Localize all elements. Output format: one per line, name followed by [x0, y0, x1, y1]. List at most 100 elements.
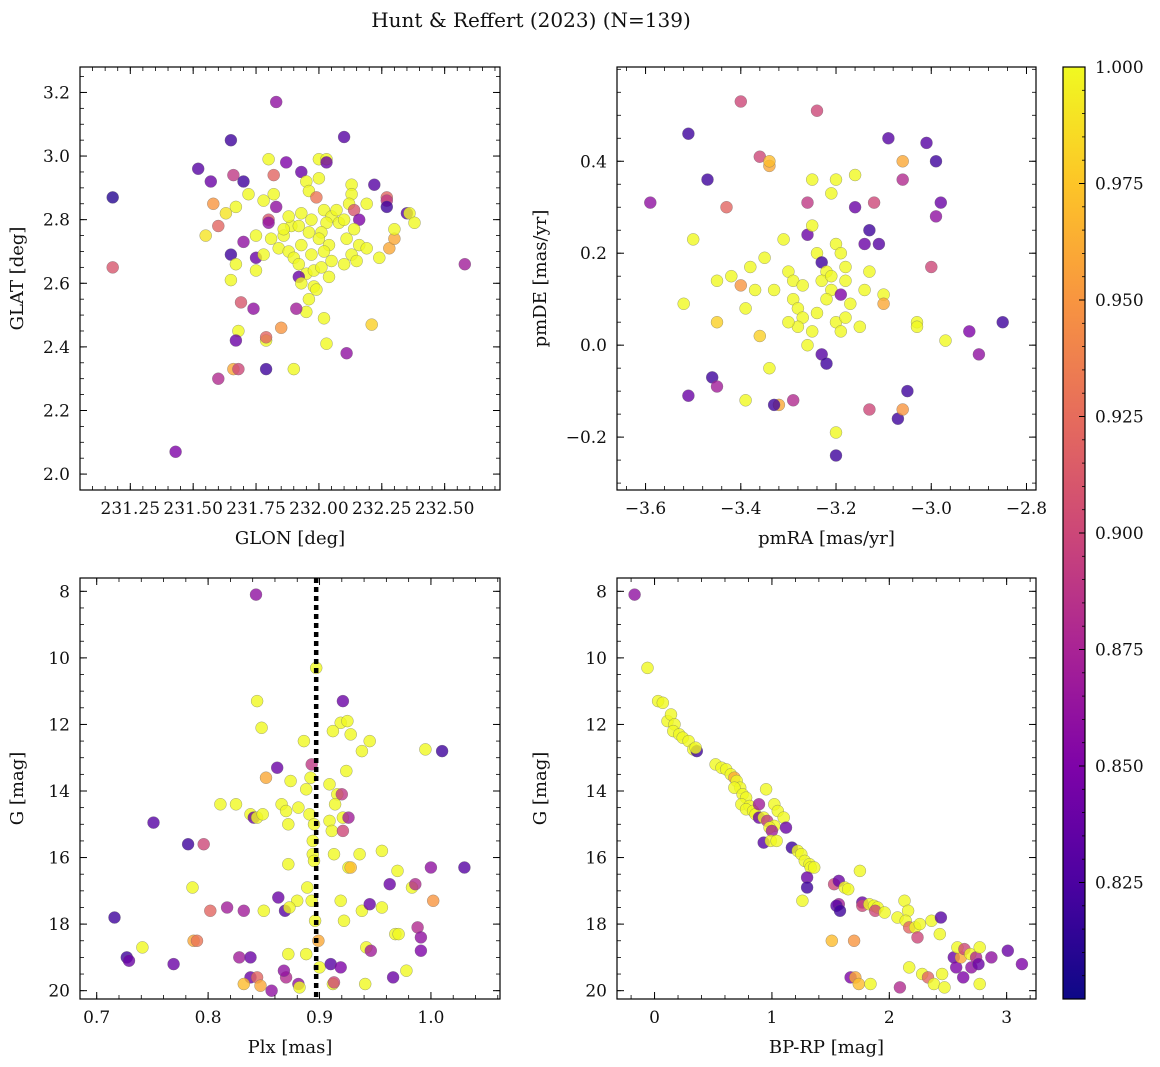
scatter-point: [985, 951, 998, 964]
y-tick-label: 8: [59, 582, 70, 602]
scatter-point: [753, 329, 767, 343]
scatter-point: [335, 788, 349, 801]
y-tick-label: 0.0: [580, 336, 607, 356]
scatter-point: [825, 934, 839, 948]
scatter-point: [336, 824, 350, 838]
scatter-point: [939, 334, 952, 347]
scatter-point: [317, 245, 331, 258]
scatter-point: [229, 334, 243, 347]
scatter-point: [301, 881, 314, 894]
scatter-point: [336, 694, 350, 708]
x-tick-label: 232.25: [352, 499, 411, 519]
scatter-point: [996, 315, 1009, 329]
scatter-point: [956, 971, 970, 984]
scatter-point: [388, 222, 401, 236]
y-tick-label: 14: [585, 782, 607, 802]
scatter-point: [204, 904, 217, 918]
scatter-point: [282, 818, 295, 831]
scatter-point: [237, 977, 251, 991]
scatter-point: [934, 911, 948, 924]
scatter-point: [796, 894, 809, 908]
scatter-point: [829, 449, 843, 462]
scatter-point: [190, 934, 204, 948]
scatter-point: [701, 173, 714, 186]
x-axis-label: pmRA [mas/yr]: [758, 528, 895, 549]
scatter-point: [414, 944, 428, 957]
scatter-point: [877, 297, 890, 311]
scatter-point: [270, 761, 284, 774]
scatter-point: [264, 232, 278, 245]
scatter-point: [408, 216, 421, 230]
y-tick-label: 2.0: [43, 465, 70, 485]
scatter-point: [259, 331, 273, 344]
scatter-point: [834, 288, 848, 301]
scatter-point: [122, 954, 136, 967]
x-axis-label: GLON [deg]: [235, 528, 345, 549]
scatter-point: [902, 961, 916, 974]
colorbar: 0.825 0.850 0.875 0.900 0.925 0.950 0.975 1.000: [1062, 58, 1144, 1000]
scatter-point: [426, 894, 440, 908]
scatter-point: [224, 133, 238, 147]
y-tick-label: 10: [48, 649, 70, 669]
scatter-point: [108, 911, 121, 924]
scatter-point: [106, 191, 119, 204]
scatter-point: [244, 951, 257, 964]
scatter-point: [935, 967, 949, 981]
scatter-point: [279, 156, 293, 169]
scatter-point: [365, 318, 378, 331]
y-tick-label: 0.2: [580, 244, 607, 264]
x-tick-label: 231.75: [226, 499, 285, 519]
scatter-point: [199, 229, 212, 242]
scatter-point: [380, 200, 394, 214]
scatter-point: [269, 200, 283, 214]
scatter-point: [863, 265, 876, 278]
colorbar-tick-label: 0.850: [1095, 757, 1144, 777]
scatter-point: [292, 801, 305, 814]
scatter-point: [710, 315, 724, 329]
scatter-point: [641, 661, 654, 675]
scatter-point: [820, 357, 833, 370]
scatter-point: [259, 362, 273, 376]
x-tick-label: 0.7: [83, 1008, 110, 1028]
scatter-point: [863, 223, 876, 237]
x-tick-label: 231.50: [163, 499, 222, 519]
scatter-point: [337, 914, 351, 928]
x-tick-label: 2: [884, 1008, 895, 1028]
scatter-point: [834, 246, 848, 260]
scatter-point: [249, 588, 263, 601]
scatter-point: [386, 971, 400, 984]
scatter-point: [323, 778, 336, 791]
scatter-point: [341, 714, 354, 728]
scatter-point: [254, 979, 267, 992]
scatter-point: [973, 941, 986, 954]
scatter-point: [360, 242, 373, 255]
scatter-point: [262, 216, 275, 230]
scatter-point: [299, 783, 313, 796]
scatter-point: [896, 403, 909, 416]
x-tick-label: 0.8: [195, 1008, 222, 1028]
scatter-point: [896, 173, 909, 186]
scatter-point: [368, 178, 381, 191]
scatter-point: [262, 152, 275, 166]
scatter-point: [458, 257, 472, 271]
scatter-point: [805, 325, 819, 338]
scatter-point: [419, 743, 432, 756]
x-tick-label: 231.25: [101, 499, 160, 519]
scatter-point: [312, 232, 326, 245]
scatter-point: [295, 238, 308, 252]
scatter-point: [767, 283, 781, 297]
panel-plx-g: 0.7 0.8 0.9 1.0 8 10 12 14 16 18 20 Plx [mas] G [mag…: [7, 577, 501, 1058]
scatter-point: [232, 362, 245, 376]
x-tick-label: 232.50: [415, 499, 474, 519]
scatter-point: [299, 947, 313, 961]
scatter-point: [852, 977, 866, 991]
scatter-point: [834, 325, 848, 338]
scatter-point: [320, 337, 333, 350]
scatter-point: [326, 724, 340, 738]
scatter-point: [414, 931, 428, 944]
scatter-point: [277, 964, 291, 977]
scatter-point: [392, 927, 405, 941]
scatter-point: [363, 734, 376, 748]
x-tick-label: 0.9: [306, 1008, 333, 1028]
scatter-point: [229, 798, 243, 811]
